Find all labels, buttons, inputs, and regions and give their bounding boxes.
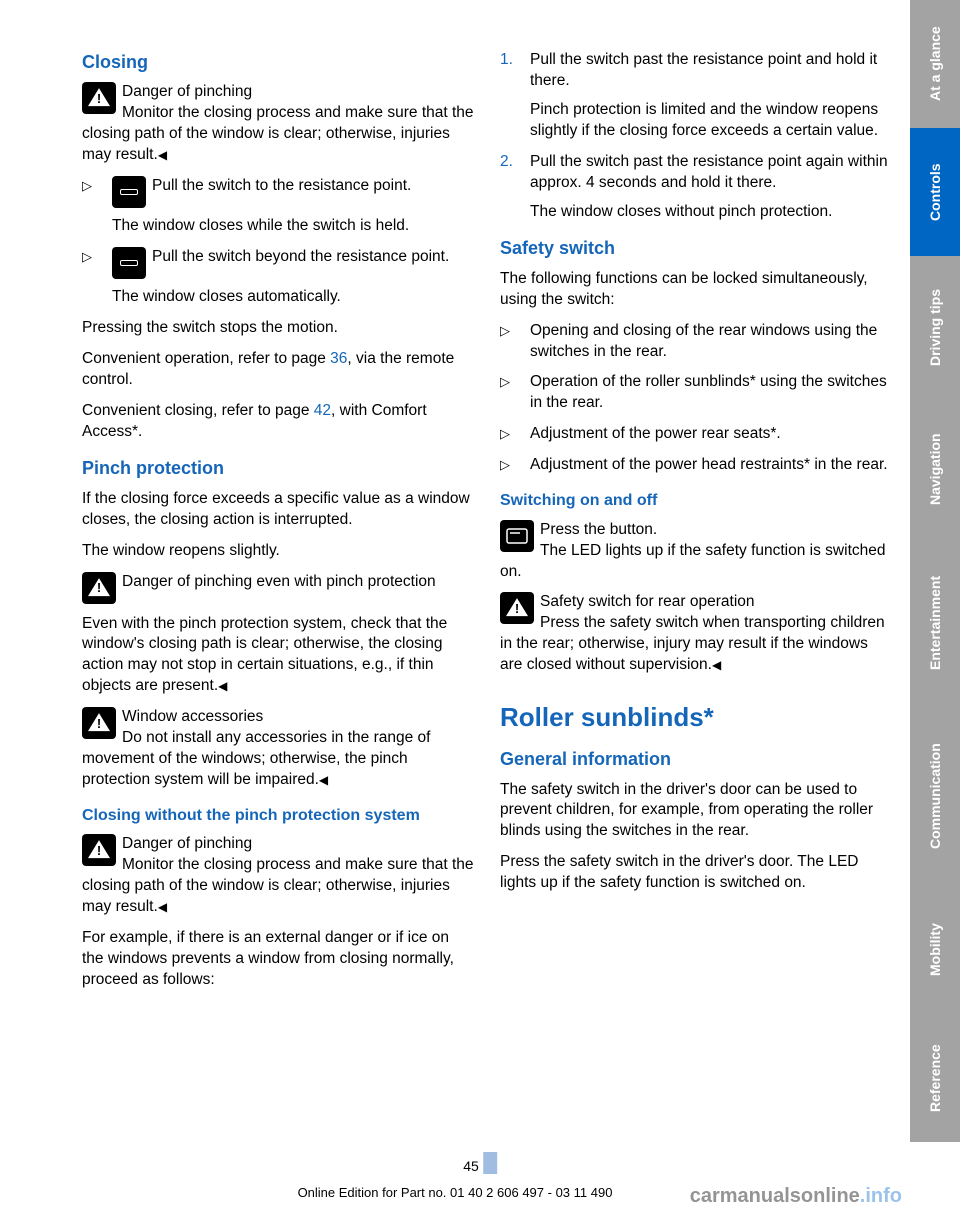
safety-button-icon (500, 520, 534, 552)
li-text: Opening and closing of the rear windows … (530, 321, 892, 363)
tab-at-a-glance[interactable]: At a glance (910, 0, 960, 128)
step-sub: The window closes automatically. (112, 287, 474, 308)
warning-icon (82, 82, 116, 114)
ol-num-1: 1. (500, 50, 530, 142)
closing-heading: Closing (82, 50, 474, 74)
end-mark-icon (158, 898, 167, 915)
switch-icon (112, 176, 146, 208)
pinch-protection-heading: Pinch protection (82, 456, 474, 480)
press-stop: Pressing the switch stops the motion. (82, 318, 474, 339)
li-text: Adjustment of the power rear seats*. (530, 424, 892, 445)
switching-block: Press the button. The LED lights up if t… (500, 520, 892, 583)
gen-p2: Press the safety switch in the driver's … (500, 852, 892, 894)
warning-title: Safety switch for rear operation (540, 593, 755, 610)
warning-title: Danger of pinching (122, 835, 252, 852)
switching-heading: Switching on and off (500, 490, 892, 512)
pinch-p1: If the closing force exceeds a specific … (82, 489, 474, 531)
page-ref-42[interactable]: 42 (314, 402, 331, 419)
tab-reference[interactable]: Reference (910, 1014, 960, 1142)
side-tabs: At a glanceControlsDriving tipsNavigatio… (910, 0, 960, 1142)
text: Even with the pinch protection system, c… (82, 615, 447, 695)
step-text: Pull the switch beyond the resistance po… (152, 248, 449, 265)
switch-icon (112, 247, 146, 279)
ordered-step-1: 1. Pull the switch past the resistance p… (500, 50, 892, 142)
warning-pinch-protection: Danger of pinching even with pinch prote… (82, 572, 474, 604)
warning-body: Do not install any accessories in the ra… (82, 729, 430, 788)
tab-entertainment[interactable]: Entertainment (910, 540, 960, 706)
gen-p1: The safety switch in the driver's door c… (500, 780, 892, 843)
switch-b: The LED lights up if the safety function… (500, 542, 885, 580)
step-text: Pull the switch to the resistance point. (152, 177, 411, 194)
text: Convenient closing, refer to page (82, 402, 314, 419)
bullet-step-2: Pull the switch beyond the resistance po… (82, 247, 474, 308)
watermark-a: carmanualsonline (690, 1185, 860, 1207)
warning-danger-pinch-2: Danger of pinching Monitor the closing p… (82, 834, 474, 918)
watermark: carmanualsonline.info (690, 1185, 902, 1208)
page-ref-36[interactable]: 36 (330, 350, 347, 367)
left-column: Closing Danger of pinching Monitor the c… (82, 50, 474, 1001)
convenient-close: Convenient closing, refer to page 42, wi… (82, 401, 474, 443)
triangle-marker-icon (500, 455, 530, 476)
page-number-text: 45 (463, 1158, 479, 1174)
safety-intro: The following functions can be locked si… (500, 269, 892, 311)
warning-icon (82, 707, 116, 739)
safety-li-3: Adjustment of the power rear seats*. (500, 424, 892, 445)
warning-danger-pinch-1: Danger of pinching Monitor the closing p… (82, 82, 474, 166)
warning-safety-rear: Safety switch for rear operation Press t… (500, 592, 892, 676)
bullet-step-1: Pull the switch to the resistance point.… (82, 176, 474, 237)
li-text: Operation of the roller sunblinds* using… (530, 372, 892, 414)
safety-li-1: Opening and closing of the rear windows … (500, 321, 892, 363)
li-text: Adjustment of the power head restraints*… (530, 455, 892, 476)
warning-body: Monitor the closing process and make sur… (82, 104, 474, 163)
closing-no-pinch-heading: Closing without the pinch protection sys… (82, 805, 474, 827)
page-bar-icon (483, 1152, 497, 1174)
ol-num-2: 2. (500, 152, 530, 223)
tab-driving-tips[interactable]: Driving tips (910, 256, 960, 398)
ol-text: Pull the switch past the resistance poin… (530, 152, 892, 194)
safety-switch-heading: Safety switch (500, 236, 892, 260)
end-mark-icon (158, 146, 167, 163)
ol-text: Pull the switch past the resistance poin… (530, 50, 892, 92)
end-mark-icon (712, 656, 721, 673)
roller-sunblinds-heading: Roller sunblinds* (500, 700, 892, 735)
triangle-marker-icon (82, 176, 112, 237)
switch-a: Press the button. (540, 521, 657, 538)
ol-sub: The window closes without pinch protecti… (530, 202, 892, 223)
triangle-marker-icon (500, 372, 530, 414)
warning-icon (500, 592, 534, 624)
page-body: Closing Danger of pinching Monitor the c… (82, 50, 892, 1001)
convenient-op: Convenient operation, refer to page 36, … (82, 349, 474, 391)
warning-title: Danger of pinching even with pinch prote… (122, 573, 436, 590)
end-mark-icon (218, 677, 227, 694)
page-number: 45 (463, 1152, 497, 1174)
text: Convenient operation, refer to page (82, 350, 330, 367)
triangle-marker-icon (500, 424, 530, 445)
watermark-b: .info (860, 1185, 902, 1207)
tab-controls[interactable]: Controls (910, 128, 960, 256)
ol-sub: Pinch protection is limited and the wind… (530, 100, 892, 142)
warning-icon (82, 834, 116, 866)
warning-title: Window accessories (122, 708, 263, 725)
warning-body: Monitor the closing process and make sur… (82, 856, 474, 915)
ordered-step-2: 2. Pull the switch past the resistance p… (500, 152, 892, 223)
tab-navigation[interactable]: Navigation (910, 398, 960, 540)
safety-li-2: Operation of the roller sunblinds* using… (500, 372, 892, 414)
step-sub: The window closes while the switch is he… (112, 216, 474, 237)
general-info-heading: General information (500, 747, 892, 771)
safety-li-4: Adjustment of the power head restraints*… (500, 455, 892, 476)
warning-accessories: Window accessories Do not install any ac… (82, 707, 474, 791)
end-mark-icon (319, 771, 328, 788)
triangle-marker-icon (500, 321, 530, 363)
warning-body-2: Even with the pinch protection system, c… (82, 614, 474, 698)
warning-title: Danger of pinching (122, 83, 252, 100)
warning-icon (82, 572, 116, 604)
pinch-p2: The window reopens slightly. (82, 541, 474, 562)
right-column: 1. Pull the switch past the resistance p… (500, 50, 892, 1001)
tab-mobility[interactable]: Mobility (910, 886, 960, 1014)
triangle-marker-icon (82, 247, 112, 308)
tab-communication[interactable]: Communication (910, 706, 960, 886)
nopinch-p: For example, if there is an external dan… (82, 928, 474, 991)
warning-body: Press the safety switch when transportin… (500, 614, 885, 673)
